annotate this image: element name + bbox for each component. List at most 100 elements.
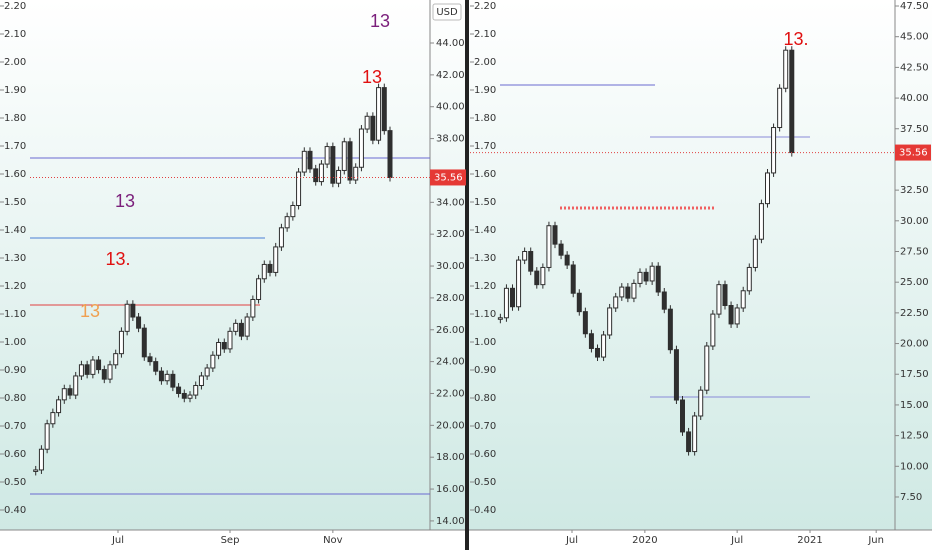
y-tick-label: 38.00 <box>436 134 465 145</box>
candle <box>582 311 588 335</box>
candle <box>124 303 130 332</box>
candle <box>136 316 142 329</box>
last-price-box <box>430 169 466 186</box>
candle <box>96 359 102 371</box>
currency-label: USD <box>436 7 458 18</box>
y2-tick-label: 0.70 <box>474 421 496 432</box>
candle <box>698 389 704 417</box>
y2-tick-label: 0.50 <box>4 477 26 488</box>
candle <box>625 286 631 299</box>
y2-tick-label: 2.10 <box>474 29 496 40</box>
annotation: 13 <box>362 67 382 87</box>
candle <box>771 127 777 174</box>
y-tick-label: 45.00 <box>900 32 929 43</box>
candle <box>655 265 661 293</box>
y2-tick-label: 0.90 <box>4 365 26 376</box>
candle <box>238 322 244 337</box>
y-tick-label: 44.00 <box>436 38 465 49</box>
y2-tick-label: 0.80 <box>4 393 26 404</box>
y2-tick-label: 1.90 <box>474 85 496 96</box>
candle <box>728 305 734 325</box>
candle <box>692 415 698 453</box>
y2-tick-label: 2.10 <box>4 29 26 40</box>
y-tick-label: 42.50 <box>900 62 929 73</box>
y-tick-label: 12.50 <box>900 431 929 442</box>
candle <box>558 243 564 256</box>
y2-tick-label: 0.90 <box>474 365 496 376</box>
candle <box>273 246 279 273</box>
y-tick-label: 25.00 <box>900 277 929 288</box>
y-tick-label: 30.00 <box>900 216 929 227</box>
y2-tick-label: 0.70 <box>4 421 26 432</box>
candle <box>607 307 613 336</box>
y-tick-label: 20.00 <box>900 339 929 350</box>
candle <box>313 168 319 183</box>
candle <box>564 254 570 266</box>
y-tick-label: 18.00 <box>436 452 465 463</box>
y2-tick-label: 1.70 <box>474 141 496 152</box>
candle <box>336 169 342 184</box>
y-tick-label: 28.00 <box>436 293 465 304</box>
candle <box>56 399 62 414</box>
candle <box>364 115 370 130</box>
candle <box>147 356 153 363</box>
y-tick-label: 14.00 <box>436 516 465 527</box>
candle <box>233 322 239 332</box>
x-tick-label: Sep <box>221 535 240 546</box>
candle <box>341 141 347 171</box>
y2-tick-label: 0.60 <box>4 449 26 460</box>
y2-tick-label: 2.20 <box>474 1 496 12</box>
y2-tick-label: 2.20 <box>4 1 26 12</box>
candle <box>680 399 685 433</box>
candle <box>376 87 382 141</box>
last-price-label: 35.56 <box>899 148 928 159</box>
candle <box>516 259 522 308</box>
candle <box>387 130 393 178</box>
x-tick-label: Nov <box>323 535 343 546</box>
y-tick-label: 20.00 <box>436 420 465 431</box>
last-price-label: 35.56 <box>434 172 463 183</box>
y-tick-label: 47.50 <box>900 1 929 12</box>
annotation: 13. <box>783 29 808 49</box>
candle <box>347 141 353 181</box>
y-tick-label: 17.50 <box>900 369 929 380</box>
candle <box>227 330 233 350</box>
candle <box>158 370 164 382</box>
x-tick-label: 2021 <box>797 535 822 546</box>
y-tick-label: 15.00 <box>900 400 929 411</box>
candle <box>534 270 540 286</box>
candle <box>358 128 364 168</box>
candle <box>588 333 594 349</box>
y2-tick-label: 1.20 <box>474 281 496 292</box>
y-tick-label: 16.00 <box>436 484 465 495</box>
candle <box>164 373 170 382</box>
candle <box>118 330 124 355</box>
candle <box>181 392 187 399</box>
candle <box>381 87 387 132</box>
candle <box>758 203 764 240</box>
y2-tick-label: 1.50 <box>4 197 26 208</box>
candle <box>601 334 607 358</box>
y-tick-label: 32.50 <box>900 185 929 196</box>
candle <box>256 278 262 300</box>
candle <box>296 171 302 207</box>
candle <box>783 49 789 89</box>
y2-tick-label: 0.40 <box>4 505 26 516</box>
y-tick-label: 40.00 <box>436 102 465 113</box>
currency-box <box>432 3 462 21</box>
candle <box>130 303 136 318</box>
y-tick-label: 30.00 <box>436 261 465 272</box>
annotation: 13 <box>370 11 390 31</box>
panel-divider <box>465 0 469 550</box>
y2-tick-label: 0.80 <box>474 393 496 404</box>
candle <box>789 49 795 154</box>
candle <box>33 469 39 472</box>
y2-tick-label: 1.20 <box>4 281 26 292</box>
y2-tick-label: 1.10 <box>4 309 26 320</box>
candle <box>170 373 176 388</box>
y-tick-label: 7.50 <box>900 492 922 503</box>
candle <box>765 172 770 205</box>
candle <box>61 388 67 401</box>
candle <box>503 287 509 319</box>
candle <box>44 423 50 450</box>
